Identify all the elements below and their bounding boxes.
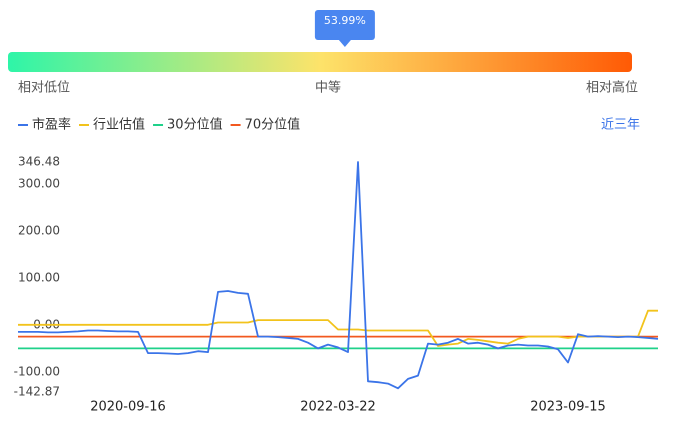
series-line (18, 161, 659, 390)
gauge-marker: 53.99% (314, 10, 375, 47)
range-button[interactable]: 近三年 (601, 118, 640, 133)
legend-label: 市盈率 (32, 117, 71, 133)
y-tick-label: 200.00 (18, 223, 60, 237)
marker-label: 53.99% (324, 14, 366, 27)
y-tick-label: -142.87 (14, 385, 60, 399)
gauge-label: 中等 (315, 80, 341, 96)
gauge-bar (8, 52, 632, 72)
gauge-label: 相对低位 (18, 81, 70, 96)
x-tick-label: 2020-09-16 (90, 400, 166, 415)
y-tick-label: -100.00 (14, 364, 60, 378)
legend-label: 30分位值 (167, 117, 223, 133)
legend-label: 行业估值 (93, 117, 145, 133)
x-tick-label: 2023-09-15 (530, 400, 606, 415)
series-line (18, 309, 658, 347)
marker-tip (338, 40, 351, 47)
y-tick-label: 346.48 (18, 155, 60, 169)
legend-label: 70分位值 (245, 117, 301, 133)
gauge-label: 相对高位 (586, 80, 638, 96)
y-tick-label: 100.00 (18, 270, 60, 284)
x-tick-label: 2022-03-22 (300, 400, 376, 415)
legend-item[interactable]: 70分位值 (230, 117, 301, 133)
legend-item[interactable]: 市盈率 (18, 117, 71, 133)
marker-box (314, 10, 375, 40)
y-tick-label: 300.00 (18, 176, 60, 190)
legend-item[interactable]: 行业估值 (79, 117, 145, 133)
legend-item[interactable]: 30分位值 (153, 117, 223, 133)
